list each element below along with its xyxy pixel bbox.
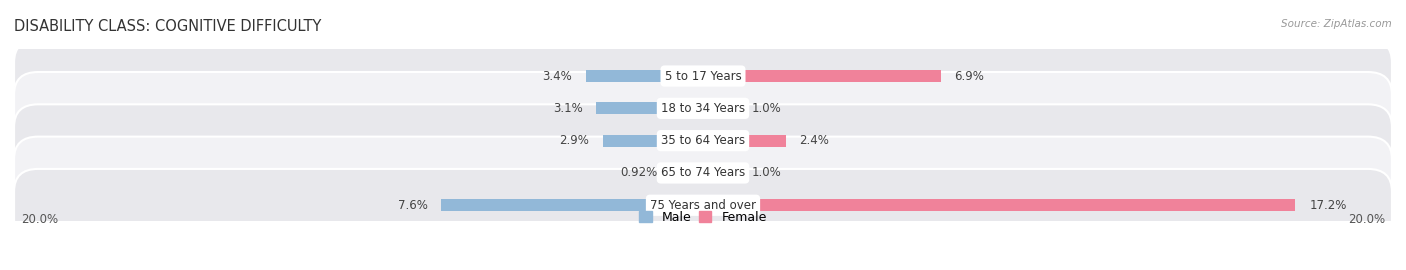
- Text: 7.6%: 7.6%: [398, 199, 427, 212]
- Text: 6.9%: 6.9%: [955, 70, 984, 83]
- Bar: [703, 199, 1295, 211]
- Text: 18 to 34 Years: 18 to 34 Years: [661, 102, 745, 115]
- Text: 20.0%: 20.0%: [21, 213, 58, 226]
- Bar: [703, 167, 738, 179]
- Text: 1.0%: 1.0%: [751, 102, 780, 115]
- Text: 0.92%: 0.92%: [620, 166, 658, 180]
- FancyBboxPatch shape: [14, 169, 1392, 242]
- Text: 20.0%: 20.0%: [1348, 213, 1385, 226]
- FancyBboxPatch shape: [14, 72, 1392, 145]
- Bar: [671, 167, 703, 179]
- Text: 65 to 74 Years: 65 to 74 Years: [661, 166, 745, 180]
- Text: 2.4%: 2.4%: [800, 134, 830, 147]
- Bar: [586, 70, 703, 82]
- Text: 3.1%: 3.1%: [553, 102, 582, 115]
- FancyBboxPatch shape: [14, 40, 1392, 112]
- Text: 75 Years and over: 75 Years and over: [650, 199, 756, 212]
- Text: Source: ZipAtlas.com: Source: ZipAtlas.com: [1281, 19, 1392, 29]
- Bar: [703, 134, 786, 147]
- Text: DISABILITY CLASS: COGNITIVE DIFFICULTY: DISABILITY CLASS: COGNITIVE DIFFICULTY: [14, 19, 322, 34]
- Bar: [603, 134, 703, 147]
- Bar: [441, 199, 703, 211]
- Text: 5 to 17 Years: 5 to 17 Years: [665, 70, 741, 83]
- Text: 2.9%: 2.9%: [560, 134, 589, 147]
- Bar: [703, 102, 738, 114]
- Bar: [596, 102, 703, 114]
- Text: 3.4%: 3.4%: [543, 70, 572, 83]
- FancyBboxPatch shape: [14, 137, 1392, 209]
- Text: 1.0%: 1.0%: [751, 166, 780, 180]
- Text: 17.2%: 17.2%: [1309, 199, 1347, 212]
- FancyBboxPatch shape: [14, 104, 1392, 177]
- Text: 35 to 64 Years: 35 to 64 Years: [661, 134, 745, 147]
- Legend: Male, Female: Male, Female: [634, 206, 772, 229]
- Bar: [703, 70, 941, 82]
